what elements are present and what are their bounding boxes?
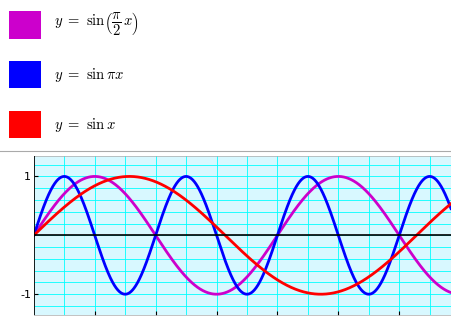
Text: $y \ = \ \sin\pi x$: $y \ = \ \sin\pi x$ bbox=[54, 66, 124, 84]
FancyBboxPatch shape bbox=[9, 111, 41, 138]
FancyBboxPatch shape bbox=[9, 11, 41, 38]
FancyBboxPatch shape bbox=[9, 61, 41, 88]
Text: $y \ = \ \sin x$: $y \ = \ \sin x$ bbox=[54, 115, 116, 134]
Text: $y \ = \ \sin\!\left(\dfrac{\pi}{2}\,x\right)$: $y \ = \ \sin\!\left(\dfrac{\pi}{2}\,x\r… bbox=[54, 11, 139, 38]
